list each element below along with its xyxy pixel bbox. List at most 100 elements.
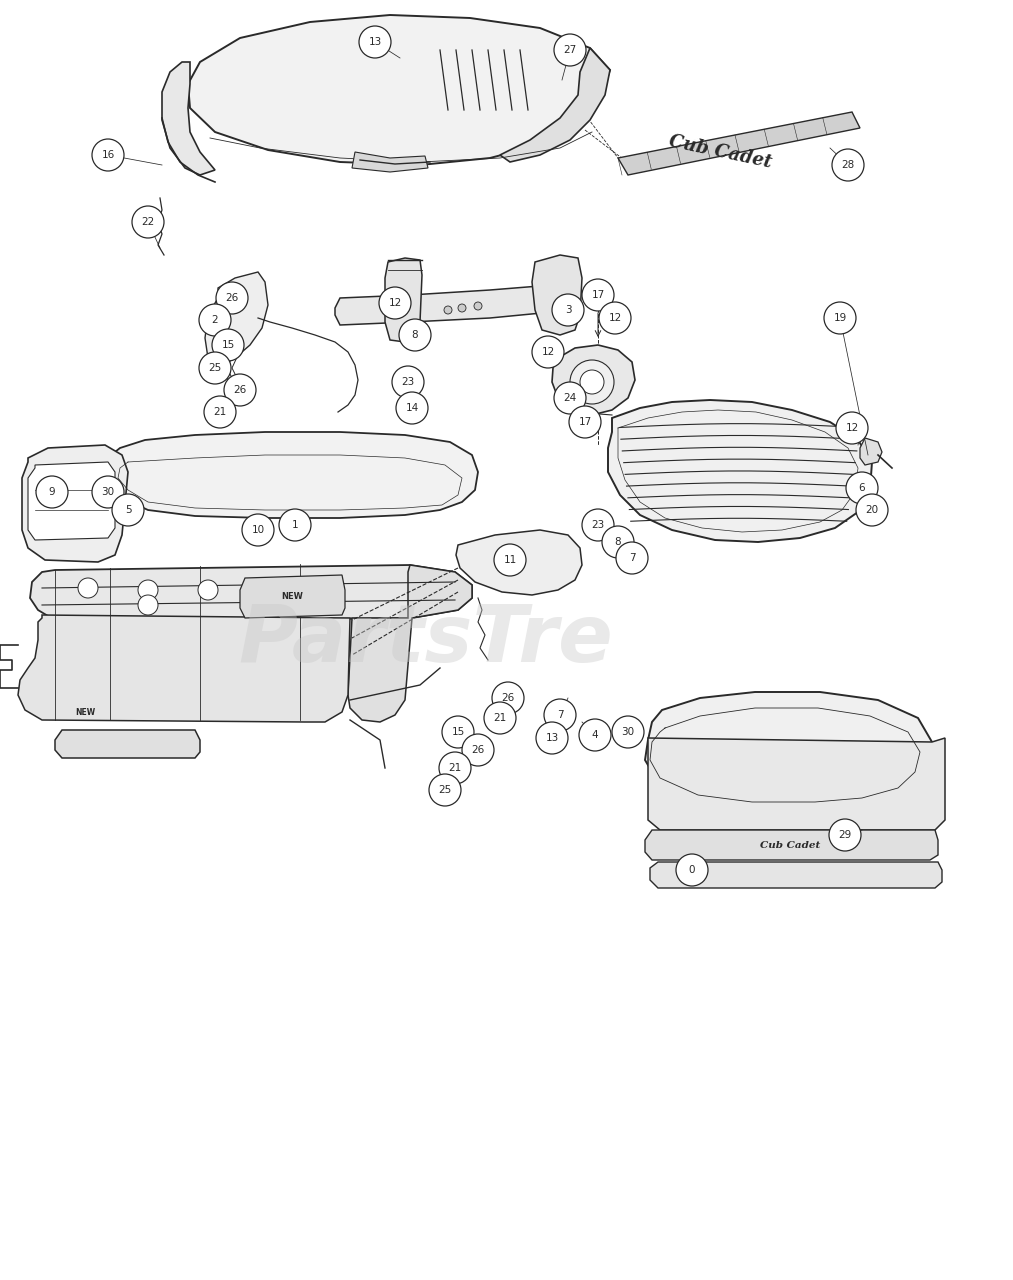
Text: Cub Cadet: Cub Cadet <box>760 841 821 850</box>
Circle shape <box>204 396 236 428</box>
Circle shape <box>602 526 634 558</box>
Polygon shape <box>348 564 472 722</box>
Polygon shape <box>55 730 200 758</box>
Circle shape <box>132 206 164 238</box>
Text: 12: 12 <box>541 347 555 357</box>
Text: 26: 26 <box>225 293 239 303</box>
Circle shape <box>612 716 644 748</box>
Text: 12: 12 <box>846 422 859 433</box>
Text: 17: 17 <box>592 291 605 300</box>
Polygon shape <box>608 401 872 541</box>
Polygon shape <box>456 530 582 595</box>
Text: 23: 23 <box>401 378 414 387</box>
Text: 7: 7 <box>557 710 563 719</box>
Text: 23: 23 <box>592 520 605 530</box>
Text: 9: 9 <box>49 486 56 497</box>
Circle shape <box>544 699 576 731</box>
Text: 12: 12 <box>388 298 401 308</box>
Polygon shape <box>188 15 610 165</box>
Circle shape <box>836 412 868 444</box>
Text: 30: 30 <box>621 727 634 737</box>
Circle shape <box>199 305 231 337</box>
Text: 28: 28 <box>842 160 855 170</box>
Text: 21: 21 <box>214 407 227 417</box>
Circle shape <box>242 515 274 547</box>
Text: 21: 21 <box>493 713 506 723</box>
Text: 14: 14 <box>405 403 418 413</box>
Circle shape <box>462 733 494 765</box>
Polygon shape <box>22 445 128 562</box>
Circle shape <box>484 701 516 733</box>
Circle shape <box>92 476 124 508</box>
Circle shape <box>379 287 411 319</box>
Polygon shape <box>500 49 610 163</box>
Circle shape <box>396 392 428 424</box>
Polygon shape <box>108 433 478 518</box>
Polygon shape <box>860 438 882 465</box>
Circle shape <box>474 302 482 310</box>
Circle shape <box>36 476 68 508</box>
Circle shape <box>444 306 452 314</box>
Text: 2: 2 <box>212 315 219 325</box>
Text: 8: 8 <box>615 538 621 547</box>
Text: Cub Cadet: Cub Cadet <box>667 132 773 172</box>
Text: NEW: NEW <box>281 591 303 600</box>
Circle shape <box>532 337 564 369</box>
Circle shape <box>582 509 614 541</box>
Text: 30: 30 <box>101 486 114 497</box>
Text: 15: 15 <box>452 727 465 737</box>
Circle shape <box>616 541 648 573</box>
Circle shape <box>138 580 158 600</box>
Text: 3: 3 <box>564 305 571 315</box>
Circle shape <box>554 381 586 413</box>
Text: 12: 12 <box>609 314 622 323</box>
Circle shape <box>212 329 244 361</box>
Text: 8: 8 <box>411 330 418 340</box>
Circle shape <box>428 774 461 806</box>
Circle shape <box>392 366 424 398</box>
Polygon shape <box>335 285 558 325</box>
Text: 26: 26 <box>471 745 484 755</box>
Circle shape <box>552 294 585 326</box>
Circle shape <box>832 148 864 180</box>
Circle shape <box>676 854 708 886</box>
Polygon shape <box>385 259 422 342</box>
Text: 4: 4 <box>592 730 599 740</box>
Text: 25: 25 <box>439 785 452 795</box>
Circle shape <box>824 302 856 334</box>
Polygon shape <box>28 462 115 540</box>
Circle shape <box>580 370 604 394</box>
Circle shape <box>439 751 471 783</box>
Circle shape <box>579 719 611 751</box>
Circle shape <box>569 406 601 438</box>
Circle shape <box>359 26 391 58</box>
Polygon shape <box>645 829 938 860</box>
Text: 20: 20 <box>865 506 878 515</box>
Circle shape <box>494 544 526 576</box>
Circle shape <box>492 682 524 714</box>
Polygon shape <box>18 614 350 722</box>
Circle shape <box>224 374 256 406</box>
Circle shape <box>279 509 311 541</box>
Polygon shape <box>650 861 942 888</box>
Circle shape <box>138 595 158 614</box>
Polygon shape <box>532 255 582 335</box>
Text: 21: 21 <box>449 763 462 773</box>
Circle shape <box>442 716 474 748</box>
Polygon shape <box>648 739 945 829</box>
Text: 11: 11 <box>503 556 517 564</box>
Polygon shape <box>30 564 472 622</box>
Text: 7: 7 <box>629 553 635 563</box>
Text: 6: 6 <box>859 483 865 493</box>
Circle shape <box>570 360 614 404</box>
Polygon shape <box>352 152 428 172</box>
Circle shape <box>216 282 248 314</box>
Text: 29: 29 <box>839 829 852 840</box>
Text: 0: 0 <box>689 865 695 876</box>
Circle shape <box>92 140 124 172</box>
Text: 10: 10 <box>251 525 264 535</box>
Text: 24: 24 <box>563 393 576 403</box>
Text: 13: 13 <box>545 733 558 742</box>
Text: 26: 26 <box>233 385 246 396</box>
Text: 17: 17 <box>578 417 592 428</box>
